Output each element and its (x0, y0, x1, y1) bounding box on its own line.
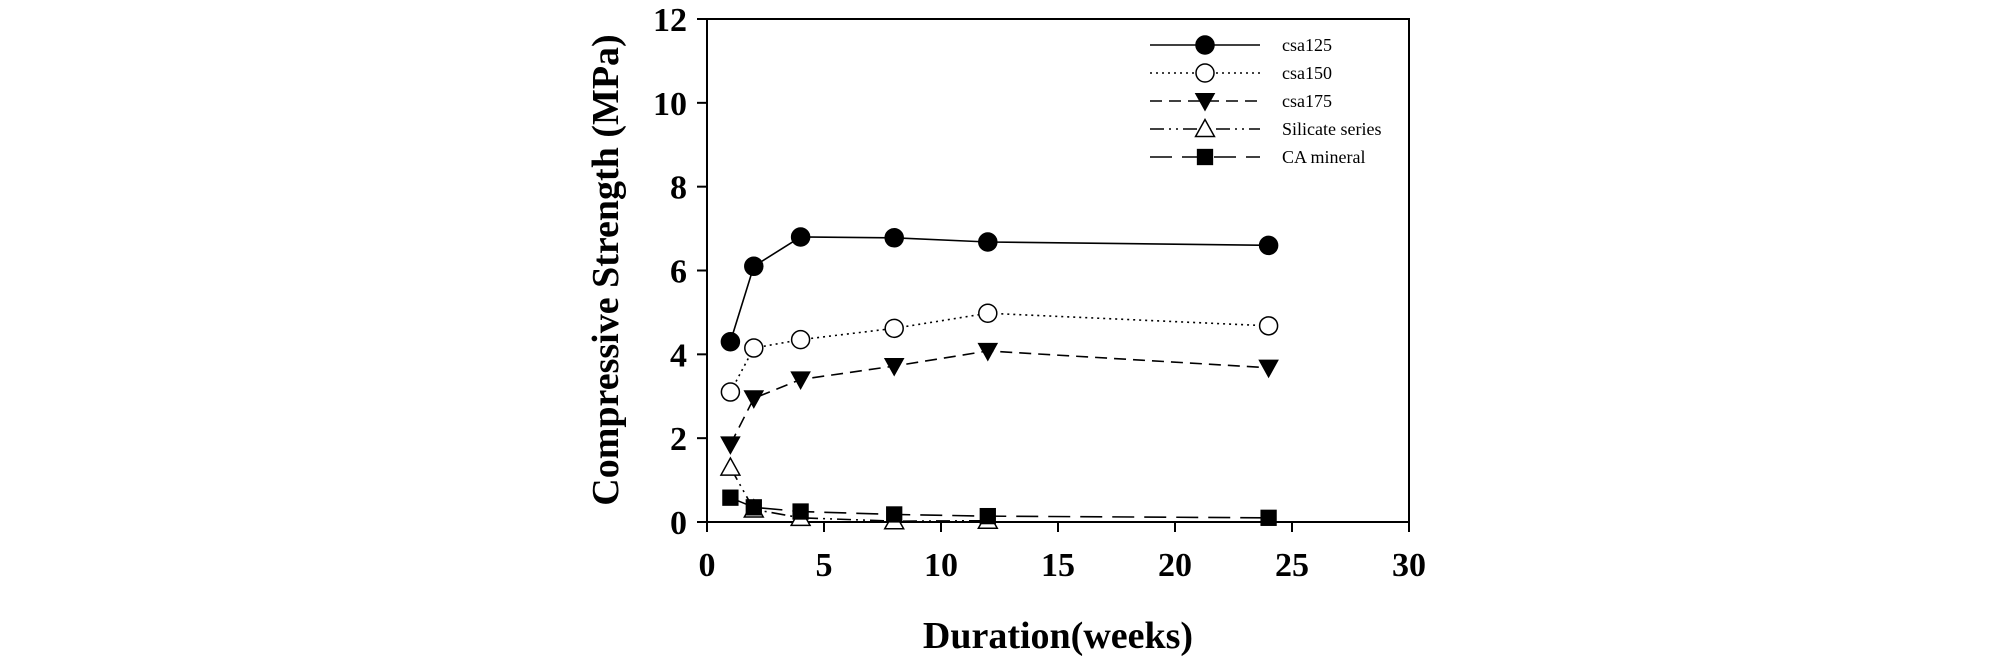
series-csa125 (720, 227, 1279, 352)
y-axis-title: Compressive Strength (MPa) (585, 34, 627, 505)
legend-marker (1195, 35, 1215, 55)
data-point (790, 329, 811, 350)
data-point (979, 507, 996, 525)
series-layer (719, 227, 1279, 530)
legend: csa125 csa150 csa175 Silicate series CA mine… (1150, 35, 1381, 167)
series-csa175 (720, 342, 1279, 455)
legend-item: csa150 (1150, 63, 1332, 83)
ticks-layer: 0 5 10 15 20 25 30 0 2 4 6 8 10 12 (653, 2, 1426, 584)
x-tick-label: 30 (1392, 547, 1426, 584)
legend-marker (1195, 63, 1215, 83)
series-csa150 (720, 303, 1279, 402)
y-tick-label: 0 (670, 505, 687, 542)
legend-label: csa150 (1282, 63, 1332, 83)
data-point (1260, 509, 1277, 526)
data-point (1258, 316, 1279, 336)
series-silicate-series (719, 456, 999, 530)
y-tick-label: 10 (653, 86, 687, 123)
series-line (729, 312, 1269, 393)
legend-item: Silicate series (1150, 118, 1381, 139)
series-line (730, 496, 1269, 519)
x-tick-label: 20 (1158, 547, 1192, 584)
data-point (977, 342, 999, 362)
legend-marker (1196, 148, 1214, 166)
data-point (743, 390, 765, 409)
data-point (745, 499, 762, 516)
data-point (978, 303, 998, 324)
legend-marker (1194, 118, 1216, 138)
x-tick-label: 0 (699, 547, 716, 584)
x-tick-label: 25 (1275, 547, 1309, 584)
data-point (1258, 359, 1279, 379)
y-tick-label: 2 (670, 421, 687, 458)
data-point (720, 332, 741, 352)
data-point (719, 456, 742, 476)
data-point (1258, 235, 1279, 256)
y-tick-label: 6 (670, 254, 687, 291)
legend-label: CA mineral (1282, 147, 1366, 167)
legend-label: csa125 (1282, 35, 1332, 55)
series-ca-mineral (722, 489, 1277, 526)
legend-label: csa175 (1282, 91, 1332, 111)
data-point (792, 503, 809, 520)
data-point (884, 318, 904, 339)
data-point (720, 382, 741, 402)
data-point (744, 338, 764, 358)
data-point (886, 506, 903, 523)
legend-item: csa175 (1150, 91, 1332, 112)
y-tick-label: 4 (670, 337, 687, 374)
x-axis-title: Duration(weeks) (923, 615, 1193, 657)
x-tick-label: 10 (924, 547, 958, 584)
data-point (720, 436, 741, 455)
series-line (729, 350, 1269, 445)
series-line (729, 236, 1269, 342)
legend-marker (1194, 92, 1216, 112)
data-point (978, 232, 998, 252)
data-point (884, 228, 904, 248)
y-tick-label: 12 (653, 2, 687, 39)
x-tick-label: 15 (1041, 547, 1075, 584)
legend-label: Silicate series (1282, 119, 1381, 139)
legend-item: csa125 (1150, 35, 1332, 55)
data-point (744, 256, 764, 277)
x-tick-label: 5 (816, 547, 833, 584)
y-tick-label: 8 (670, 170, 687, 207)
data-point (790, 227, 811, 247)
data-point (883, 358, 905, 377)
legend-item: CA mineral (1150, 147, 1366, 167)
data-point (790, 371, 811, 390)
data-point (722, 489, 739, 506)
